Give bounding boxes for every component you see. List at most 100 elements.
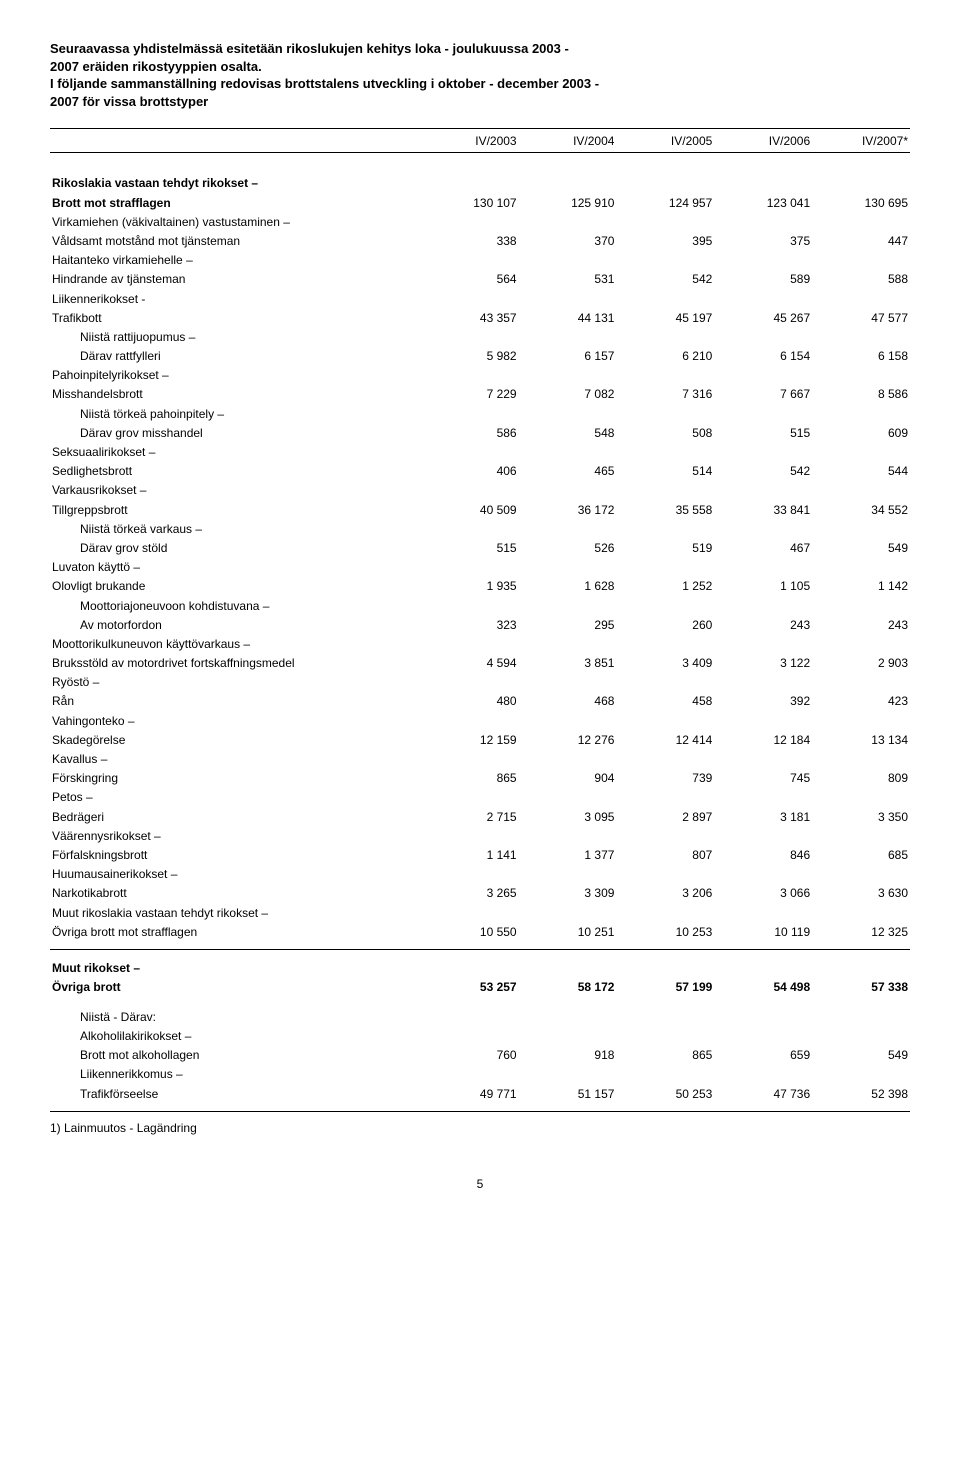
- data-cell: 6 157: [519, 347, 617, 366]
- divider: [50, 128, 910, 129]
- table-row: Våldsamt motstånd mot tjänsteman 3383703…: [50, 231, 910, 250]
- row-label: Vahingonteko –: [50, 711, 421, 730]
- row-label: Förskingring: [50, 769, 421, 788]
- data-cell: 10 119: [714, 922, 812, 941]
- data-cell: 865: [616, 1046, 714, 1065]
- table-row: Alkoholilakirikokset –: [50, 1026, 910, 1045]
- row-label: Niistä rattijuopumus –: [50, 327, 421, 346]
- data-cell: 3 309: [519, 884, 617, 903]
- data-cell: 3 265: [421, 884, 519, 903]
- footnote: 1) Lainmuutos - Lagändring: [50, 1120, 910, 1136]
- table-row: Sedlighetsbrott 406465514542544: [50, 462, 910, 481]
- data-cell: 34 552: [812, 500, 910, 519]
- table-row: Väärennysrikokset –: [50, 826, 910, 845]
- data-cell: 467: [714, 538, 812, 557]
- table-row: Ryöstö –: [50, 673, 910, 692]
- data-cell: 123 041: [714, 193, 812, 212]
- row-label: Huumausainerikokset –: [50, 865, 421, 884]
- data-cell: 45 197: [616, 308, 714, 327]
- row-label: Niistä törkeä pahoinpitely –: [50, 404, 421, 423]
- data-cell: 1 142: [812, 577, 910, 596]
- data-cell: 685: [812, 845, 910, 864]
- row-label: Väärennysrikokset –: [50, 826, 421, 845]
- data-cell: 2 897: [616, 807, 714, 826]
- data-cell: 542: [714, 462, 812, 481]
- subheader-row: Niistä - Därav:: [50, 997, 910, 1027]
- data-cell: 515: [421, 538, 519, 557]
- data-cell: 51 157: [519, 1084, 617, 1103]
- data-cell: 6 154: [714, 347, 812, 366]
- row-label: Trafikbott: [50, 308, 421, 327]
- table-row: Trafikbott 43 35744 13145 19745 26747 57…: [50, 308, 910, 327]
- data-cell: 35 558: [616, 500, 714, 519]
- data-cell: 295: [519, 615, 617, 634]
- table-row: Hindrande av tjänsteman 564531542589588: [50, 270, 910, 289]
- data-cell: 447: [812, 231, 910, 250]
- row-label: Rån: [50, 692, 421, 711]
- table-row: Kavallus –: [50, 750, 910, 769]
- table-row: Trafikförseelse 49 77151 15750 25347 736…: [50, 1084, 910, 1103]
- table-row: Övriga brott mot strafflagen 10 55010 25…: [50, 922, 910, 941]
- table-row: Luvaton käyttö –: [50, 558, 910, 577]
- row-label: Kavallus –: [50, 750, 421, 769]
- data-cell: 124 957: [616, 193, 714, 212]
- data-cell: 49 771: [421, 1084, 519, 1103]
- data-cell: 809: [812, 769, 910, 788]
- data-cell: 542: [616, 270, 714, 289]
- row-label: Hindrande av tjänsteman: [50, 270, 421, 289]
- data-cell: 54 498: [714, 978, 812, 997]
- data-cell: 44 131: [519, 308, 617, 327]
- data-cell: 130 107: [421, 193, 519, 212]
- data-cell: 10 253: [616, 922, 714, 941]
- col-header: IV/2003: [421, 131, 519, 150]
- data-cell: 586: [421, 423, 519, 442]
- data-cell: 10 251: [519, 922, 617, 941]
- data-cell: 3 409: [616, 654, 714, 673]
- data-cell: 458: [616, 692, 714, 711]
- data-cell: 423: [812, 692, 910, 711]
- data-cell: 392: [714, 692, 812, 711]
- row-label: Virkamiehen (väkivaltainen) vastustamine…: [50, 212, 421, 231]
- data-cell: 3 181: [714, 807, 812, 826]
- data-cell: 7 316: [616, 385, 714, 404]
- data-cell: 760: [421, 1046, 519, 1065]
- row-label: Brott mot alkohollagen: [50, 1046, 421, 1065]
- table-row: Bruksstöld av motordrivet fortskaffnings…: [50, 654, 910, 673]
- divider: [50, 152, 910, 153]
- data-table-b: Muut rikokset – Övriga brott 53 25758 17…: [50, 958, 910, 1103]
- table-row: Bedrägeri 2 7153 0952 8973 1813 350: [50, 807, 910, 826]
- data-cell: 40 509: [421, 500, 519, 519]
- table-row: Muut rikoslakia vastaan tehdyt rikokset …: [50, 903, 910, 922]
- section-title: Övriga brott: [50, 978, 421, 997]
- data-cell: 47 736: [714, 1084, 812, 1103]
- data-cell: 12 325: [812, 922, 910, 941]
- table-row: Vahingonteko –: [50, 711, 910, 730]
- table-row: Haitanteko virkamiehelle –: [50, 251, 910, 270]
- table-row: Därav grov misshandel 586548508515609: [50, 423, 910, 442]
- header-table: IV/2003 IV/2004 IV/2005 IV/2006 IV/2007*: [50, 131, 910, 150]
- data-cell: 1 252: [616, 577, 714, 596]
- col-header: IV/2007*: [812, 131, 910, 150]
- row-label: Luvaton käyttö –: [50, 558, 421, 577]
- intro-line-2: 2007 eräiden rikostyyppien osalta.: [50, 58, 910, 76]
- data-cell: 549: [812, 1046, 910, 1065]
- data-cell: 514: [616, 462, 714, 481]
- data-cell: 5 982: [421, 347, 519, 366]
- table-row: Niistä törkeä pahoinpitely –: [50, 404, 910, 423]
- data-cell: 45 267: [714, 308, 812, 327]
- table-row: Narkotikabrott 3 2653 3093 2063 0663 630: [50, 884, 910, 903]
- data-cell: 739: [616, 769, 714, 788]
- data-cell: 7 667: [714, 385, 812, 404]
- data-cell: 1 935: [421, 577, 519, 596]
- table-row: Skadegörelse 12 15912 27612 41412 18413 …: [50, 730, 910, 749]
- row-label: Tillgreppsbrott: [50, 500, 421, 519]
- section-title: Muut rikokset –: [50, 958, 421, 977]
- data-cell: 8 586: [812, 385, 910, 404]
- table-row: Moottoriajoneuvoon kohdistuvana –: [50, 596, 910, 615]
- data-cell: 7 229: [421, 385, 519, 404]
- row-label: Liikennerikkomus –: [50, 1065, 421, 1084]
- data-cell: 549: [812, 538, 910, 557]
- table-row: Rån 480468458392423: [50, 692, 910, 711]
- table-row: Pahoinpitelyrikokset –: [50, 366, 910, 385]
- row-label: Därav rattfylleri: [50, 347, 421, 366]
